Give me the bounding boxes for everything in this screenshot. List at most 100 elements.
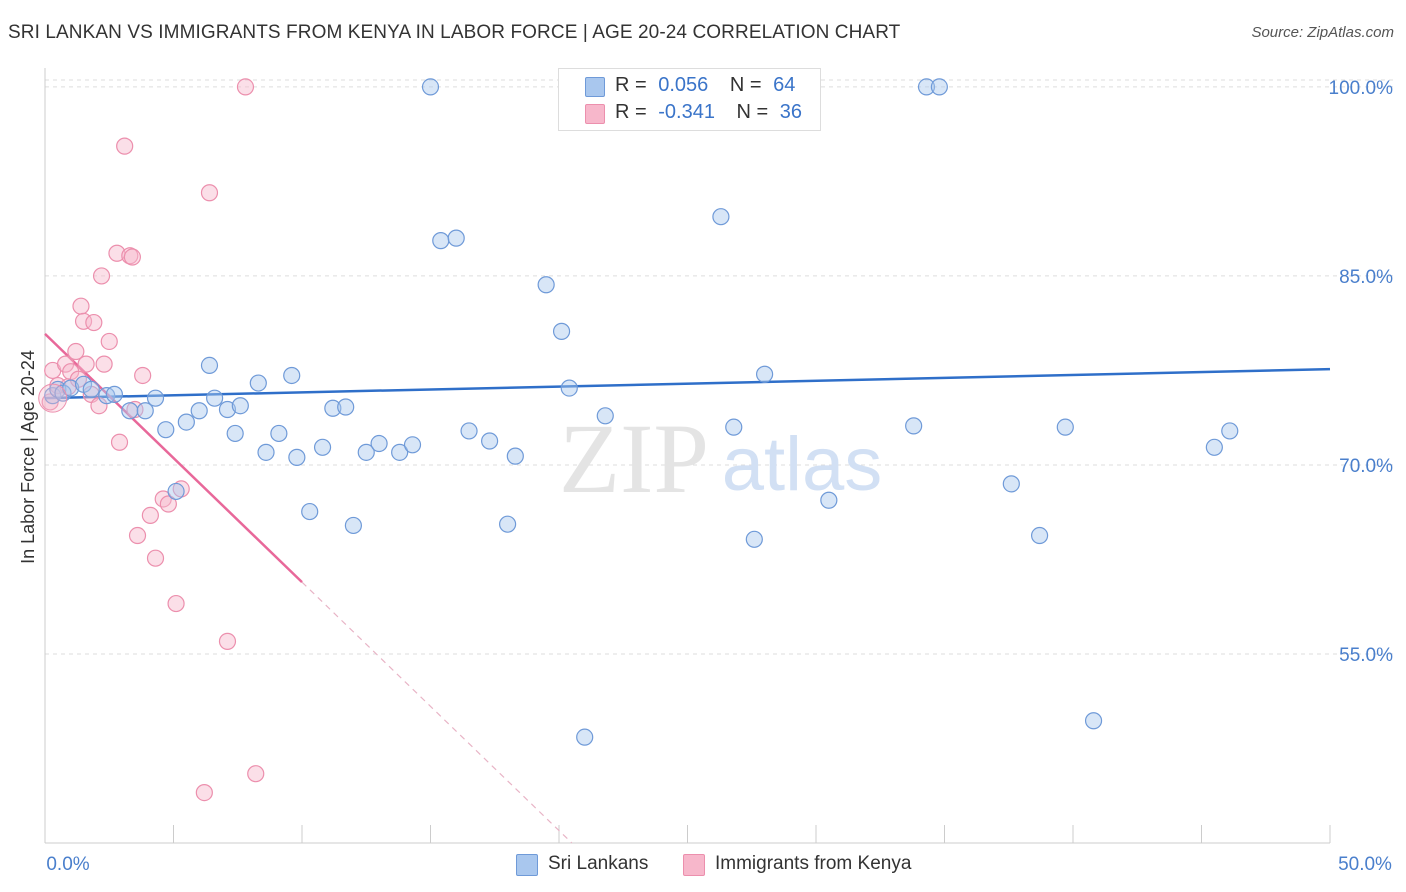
- data-point-sri-lankans: [313, 438, 332, 456]
- y-tick-label: 55.0%: [1339, 645, 1393, 666]
- data-point-sri-lankans: [1205, 438, 1223, 456]
- x-tick-label: 0.0%: [46, 854, 89, 875]
- data-point-kenya: [167, 594, 185, 613]
- stats-legend: R = 0.056 N = 64 R = -0.341 N = 36: [558, 68, 821, 131]
- x-tick-label: 50.0%: [1338, 854, 1392, 875]
- data-point-kenya: [100, 332, 118, 351]
- data-point-sri-lankans: [105, 385, 123, 403]
- data-point-sri-lankans: [930, 78, 948, 96]
- data-point-sri-lankans: [481, 432, 499, 450]
- data-point-kenya: [72, 297, 90, 315]
- data-point-sri-lankans: [324, 399, 342, 417]
- trend-line-kenya: [44, 332, 303, 584]
- data-point-sri-lankans: [1084, 712, 1103, 730]
- data-point-sri-lankans: [167, 482, 185, 501]
- y-tick-label: 70.0%: [1339, 456, 1393, 477]
- data-point-sri-lankans: [917, 78, 936, 96]
- data-point-kenya: [110, 433, 129, 451]
- data-point-kenya: [236, 78, 255, 96]
- data-point-sri-lankans: [200, 356, 219, 374]
- data-point-kenya: [154, 490, 172, 508]
- data-point-sri-lankans: [745, 530, 763, 548]
- data-point-sri-lankans: [190, 402, 208, 420]
- data-point-kenya: [218, 632, 237, 650]
- legend-n-value: 36: [779, 101, 803, 123]
- data-point-sri-lankans: [1002, 475, 1020, 493]
- data-point-sri-lankans: [755, 365, 774, 383]
- data-point-sri-lankans: [370, 434, 388, 453]
- data-point-sri-lankans: [344, 516, 362, 535]
- tick-labels: 55.0% 70.0% 85.0% 100.0% 0.0% 50.0%: [46, 78, 1393, 875]
- watermark-atlas: atlas: [722, 422, 883, 507]
- data-point-sri-lankans: [421, 78, 440, 96]
- source-credit: Source: ZipAtlas.com: [1251, 24, 1394, 41]
- data-point-sri-lankans: [552, 322, 571, 340]
- watermark-zip: ZIP: [559, 403, 709, 514]
- data-point-kenya: [195, 783, 213, 802]
- data-point-sri-lankans: [576, 728, 594, 746]
- legend-n-label: N =: [736, 101, 769, 123]
- bottom-legend-label: Immigrants from Kenya: [715, 853, 912, 874]
- data-point-kenya: [141, 506, 159, 524]
- data-point-sri-lankans: [712, 208, 730, 226]
- data-point-sri-lankans: [136, 402, 154, 420]
- data-point-kenya: [116, 137, 134, 155]
- data-point-sri-lankans: [257, 443, 275, 461]
- y-tick-label: 85.0%: [1339, 267, 1393, 288]
- y-axis-label: In Labor Force | Age 20-24: [18, 350, 38, 564]
- data-point-kenya: [128, 526, 147, 545]
- bottom-legend-swatch-blue: [516, 854, 538, 876]
- data-point-sri-lankans: [432, 232, 450, 250]
- data-point-sri-lankans: [226, 424, 244, 443]
- data-point-cluster: [38, 383, 68, 413]
- data-point-sri-lankans: [506, 447, 524, 465]
- data-point-sri-lankans: [283, 366, 301, 385]
- data-point-kenya: [159, 495, 177, 513]
- legend-n-value: 64: [773, 74, 796, 96]
- data-point-sri-lankans: [560, 379, 578, 397]
- data-point-sri-lankans: [905, 417, 923, 435]
- data-point-sri-lankans: [206, 389, 224, 407]
- data-point-kenya: [85, 313, 103, 332]
- trend-lines: [44, 332, 1331, 844]
- trend-extension-kenya: [301, 581, 573, 844]
- data-point-kenya: [95, 355, 113, 373]
- data-point-sri-lankans: [218, 400, 237, 419]
- data-point-sri-lankans: [177, 413, 195, 431]
- data-point-sri-lankans: [1221, 422, 1239, 440]
- data-point-sri-lankans: [121, 402, 139, 420]
- data-point-sri-lankans: [157, 421, 175, 439]
- legend-swatch-pink: [585, 104, 605, 124]
- data-point-kenya: [146, 549, 165, 567]
- bottom-legend-swatch-pink: [683, 854, 705, 876]
- legend-r-value: 0.056: [658, 74, 709, 96]
- data-point-sri-lankans: [499, 515, 517, 533]
- axes: [44, 68, 1331, 844]
- legend-r-label: R =: [615, 74, 647, 96]
- data-point-kenya: [67, 342, 85, 361]
- data-point-sri-lankans: [337, 398, 355, 416]
- legend-r-value: -0.341: [658, 101, 715, 123]
- data-point-sri-lankans: [447, 229, 465, 247]
- data-point-kenya: [247, 765, 265, 783]
- data-point-sri-lankans: [357, 443, 375, 461]
- bottom-legend-label: Sri Lankans: [548, 853, 649, 874]
- data-point-sri-lankans: [537, 276, 555, 294]
- data-point-sri-lankans: [270, 424, 288, 443]
- data-point-kenya: [200, 184, 219, 202]
- data-point-sri-lankans: [249, 374, 267, 392]
- legend-r-label: R =: [615, 101, 647, 123]
- data-point-sri-lankans: [146, 389, 165, 407]
- data-point-kenya: [123, 248, 141, 266]
- data-point-sri-lankans: [82, 380, 100, 398]
- chart-title: SRI LANKAN VS IMMIGRANTS FROM KENYA IN L…: [8, 22, 901, 43]
- data-point-sri-lankans: [301, 502, 319, 521]
- data-point-sri-lankans: [403, 436, 422, 454]
- trend-line-sri-lankans: [44, 367, 1331, 400]
- data-point-kenya: [77, 355, 95, 373]
- data-point-sri-lankans: [288, 448, 306, 466]
- data-point-sri-lankans: [391, 443, 409, 461]
- data-point-sri-lankans: [460, 422, 478, 440]
- data-point-sri-lankans: [231, 397, 249, 415]
